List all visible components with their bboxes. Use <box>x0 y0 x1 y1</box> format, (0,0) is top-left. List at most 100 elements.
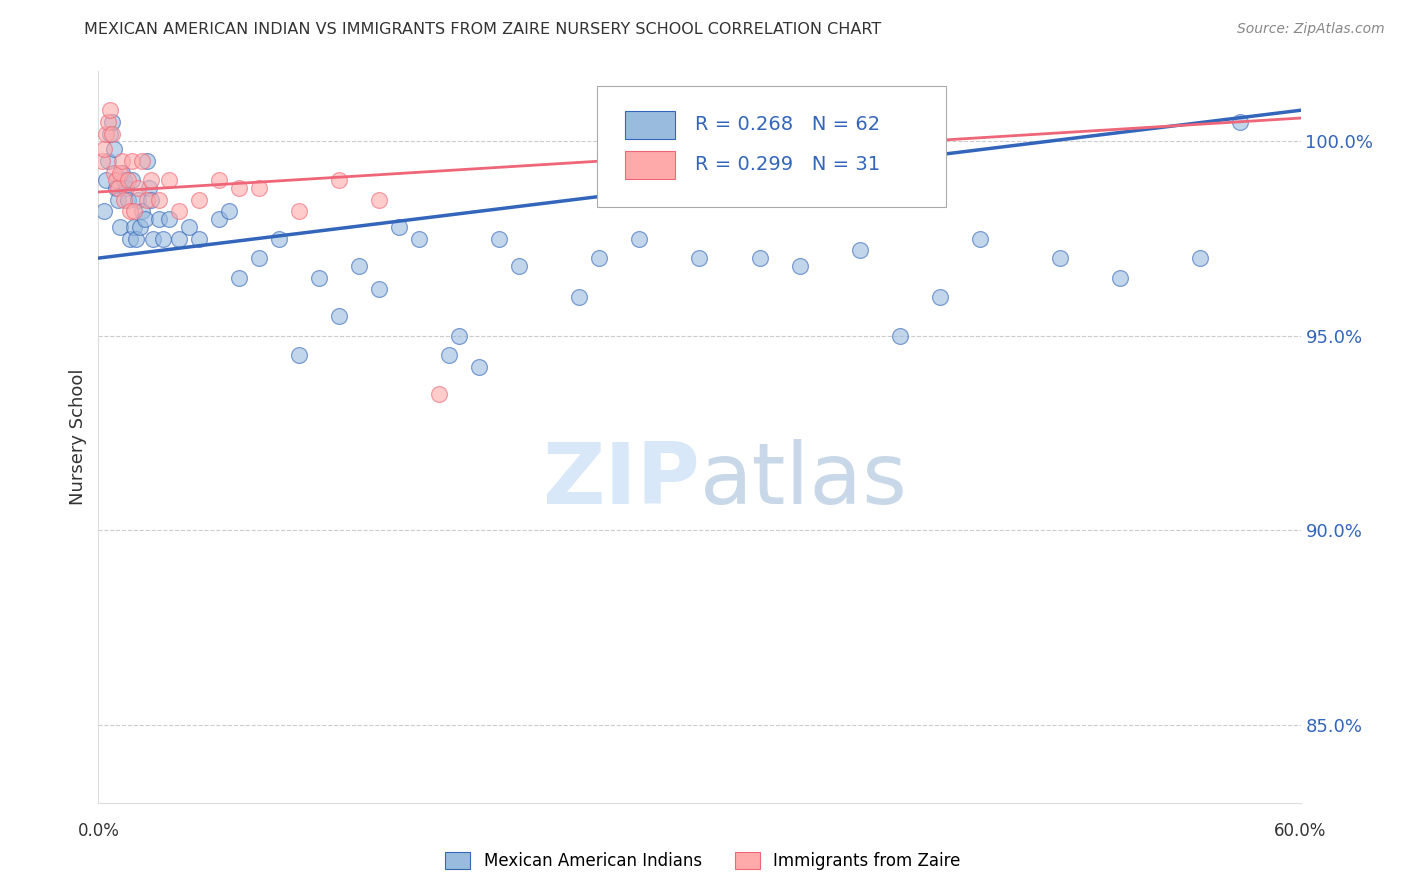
Point <box>789 259 811 273</box>
Point <box>117 193 139 207</box>
Point <box>134 212 156 227</box>
Point <box>588 251 610 265</box>
Point <box>135 193 157 207</box>
Point <box>120 204 142 219</box>
Point <box>139 173 162 187</box>
Point <box>187 193 209 207</box>
Point <box>96 127 118 141</box>
Point <box>105 181 128 195</box>
Point <box>247 251 270 265</box>
Point <box>100 127 122 141</box>
Point <box>1049 251 1071 265</box>
Point <box>91 153 114 168</box>
Point <box>103 142 125 156</box>
Point <box>131 153 153 168</box>
Point <box>267 232 290 246</box>
Point <box>114 173 136 187</box>
Point <box>969 232 991 246</box>
Point <box>347 259 370 273</box>
Text: Source: ZipAtlas.com: Source: ZipAtlas.com <box>1237 22 1385 37</box>
Y-axis label: Nursery School: Nursery School <box>69 368 87 506</box>
Point <box>107 181 129 195</box>
Point <box>125 232 148 246</box>
Text: MEXICAN AMERICAN INDIAN VS IMMIGRANTS FROM ZAIRE NURSERY SCHOOL CORRELATION CHAR: MEXICAN AMERICAN INDIAN VS IMMIGRANTS FR… <box>84 22 882 37</box>
Text: atlas: atlas <box>700 440 907 523</box>
Point <box>748 251 770 265</box>
Point <box>114 193 136 207</box>
Legend: Mexican American Indians, Immigrants from Zaire: Mexican American Indians, Immigrants fro… <box>439 845 967 877</box>
Point <box>628 232 651 246</box>
Point <box>111 153 134 168</box>
Point <box>117 173 139 187</box>
Point <box>111 165 134 179</box>
Point <box>388 219 411 234</box>
Point <box>1109 270 1132 285</box>
Point <box>124 219 146 234</box>
Point <box>96 173 118 187</box>
Point <box>187 232 209 246</box>
Text: R = 0.299   N = 31: R = 0.299 N = 31 <box>695 155 880 175</box>
Point <box>129 219 152 234</box>
Point <box>121 153 143 168</box>
Point <box>124 204 146 219</box>
Point <box>103 165 125 179</box>
Point <box>115 181 138 195</box>
Point <box>488 232 510 246</box>
Point <box>148 193 170 207</box>
Point <box>208 173 231 187</box>
Point <box>689 251 711 265</box>
Point <box>568 290 591 304</box>
Point <box>128 193 150 207</box>
Point <box>929 290 952 304</box>
Point <box>157 212 180 227</box>
FancyBboxPatch shape <box>624 111 675 138</box>
Point <box>328 310 350 324</box>
Point <box>157 173 180 187</box>
Point <box>110 219 132 234</box>
Text: 60.0%: 60.0% <box>1274 822 1327 840</box>
Point <box>107 193 129 207</box>
Point <box>228 270 250 285</box>
Point <box>288 348 311 362</box>
Point <box>100 103 122 118</box>
Point <box>167 232 190 246</box>
Point <box>135 153 157 168</box>
Point <box>288 204 311 219</box>
Point <box>148 212 170 227</box>
Point <box>849 244 872 258</box>
Point <box>97 115 120 129</box>
Point <box>101 115 124 129</box>
Text: R = 0.268   N = 62: R = 0.268 N = 62 <box>695 115 880 135</box>
Point <box>308 270 330 285</box>
Point <box>889 329 911 343</box>
Point <box>228 181 250 195</box>
Point <box>105 173 128 187</box>
Point <box>208 212 231 227</box>
Point <box>447 329 470 343</box>
Point <box>427 387 450 401</box>
Point <box>328 173 350 187</box>
Point <box>1229 115 1251 129</box>
Point <box>1189 251 1212 265</box>
FancyBboxPatch shape <box>598 86 946 207</box>
Point <box>97 153 120 168</box>
Point <box>138 181 160 195</box>
Point <box>177 219 200 234</box>
Point <box>368 193 391 207</box>
Point <box>437 348 460 362</box>
Point <box>110 165 132 179</box>
Point <box>93 204 115 219</box>
Point <box>218 204 240 219</box>
Point <box>508 259 530 273</box>
Point <box>167 204 190 219</box>
Point <box>101 127 124 141</box>
Point <box>468 359 491 374</box>
Text: ZIP: ZIP <box>541 440 700 523</box>
Point <box>368 282 391 296</box>
Point <box>408 232 430 246</box>
Point <box>141 232 163 246</box>
Point <box>120 232 142 246</box>
Point <box>121 173 143 187</box>
FancyBboxPatch shape <box>624 151 675 179</box>
Text: 0.0%: 0.0% <box>77 822 120 840</box>
